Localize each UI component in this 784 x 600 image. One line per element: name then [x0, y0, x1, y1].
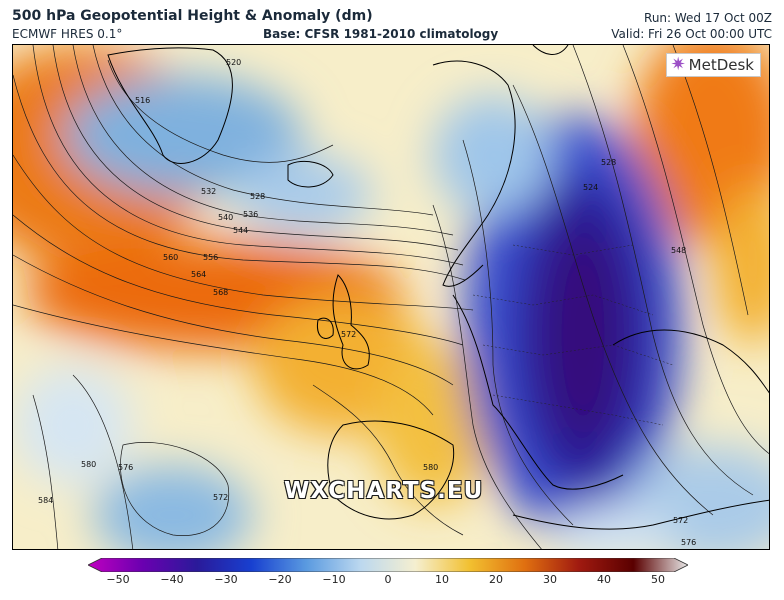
colorbar-tick-label: 40	[597, 573, 611, 586]
borders	[472, 244, 674, 426]
anomaly-field	[13, 45, 769, 549]
valid-time-label: Valid: Fri 26 Oct 00:00 UTC	[611, 27, 772, 41]
contour-label: 576	[681, 538, 696, 547]
contour-label: 556	[203, 253, 218, 262]
contour-label: 580	[81, 460, 96, 469]
colorbar-tick-label: 20	[489, 573, 503, 586]
contour-label: 528	[250, 192, 265, 201]
contour-label: 544	[233, 226, 248, 235]
colorbar-tick-label: 30	[543, 573, 557, 586]
contour-label: 572	[673, 516, 688, 525]
contour-label: 568	[213, 288, 228, 297]
anomaly-colorbar: −50 −40 −30 −20 −10 0 10 20 30 40 50	[87, 557, 689, 597]
contour-label: 572	[341, 330, 356, 339]
contour-label: 572	[213, 493, 228, 502]
contour-label: 576	[118, 463, 133, 472]
contour-label: 540	[218, 213, 233, 222]
colorbar-tick-label: −50	[106, 573, 130, 586]
metdesk-logo-text: MetDesk	[688, 56, 754, 74]
height-contours	[13, 45, 769, 549]
colorbar-tick-label: 50	[651, 573, 665, 586]
run-time-label: Run: Wed 17 Oct 00Z	[644, 11, 772, 25]
colorbar-tick-label: −40	[160, 573, 184, 586]
contour-label: 548	[671, 246, 686, 255]
metdesk-star-icon: ✷	[670, 54, 686, 75]
contour-label: 532	[201, 187, 216, 196]
map-panel: 520 516 528 532 536 540 544 560 556 564 …	[12, 44, 770, 550]
colorbar-tick-label: −20	[268, 573, 292, 586]
contour-label: 516	[135, 96, 150, 105]
contour-label: 560	[163, 253, 178, 262]
climatology-base-label: Base: CFSR 1981-2010 climatology	[263, 27, 499, 41]
contour-label: 528	[601, 158, 616, 167]
chart-title: 500 hPa Geopotential Height & Anomaly (d…	[12, 8, 373, 24]
model-label: ECMWF HRES 0.1°	[12, 27, 123, 41]
contour-label: 584	[38, 496, 53, 505]
colorbar-tick-label: −10	[322, 573, 346, 586]
contour-label: 520	[226, 58, 241, 67]
colorbar-tick-label: 10	[435, 573, 449, 586]
contour-label: 524	[583, 183, 598, 192]
wxcharts-watermark: WXCHARTS.EU	[284, 478, 484, 504]
coastlines	[107, 45, 769, 530]
contour-labels: 520 516 528 532 536 540 544 560 556 564 …	[38, 58, 696, 547]
anomaly-map: 520 516 528 532 536 540 544 560 556 564 …	[13, 45, 769, 549]
colorbar-gradient	[87, 557, 689, 573]
contour-label: 564	[191, 270, 206, 279]
metdesk-logo: ✷ MetDesk	[665, 53, 761, 77]
contour-label: 536	[243, 210, 258, 219]
colorbar-tick-label: 0	[384, 573, 392, 586]
contour-label: 580	[423, 463, 438, 472]
colorbar-tick-label: −30	[214, 573, 238, 586]
